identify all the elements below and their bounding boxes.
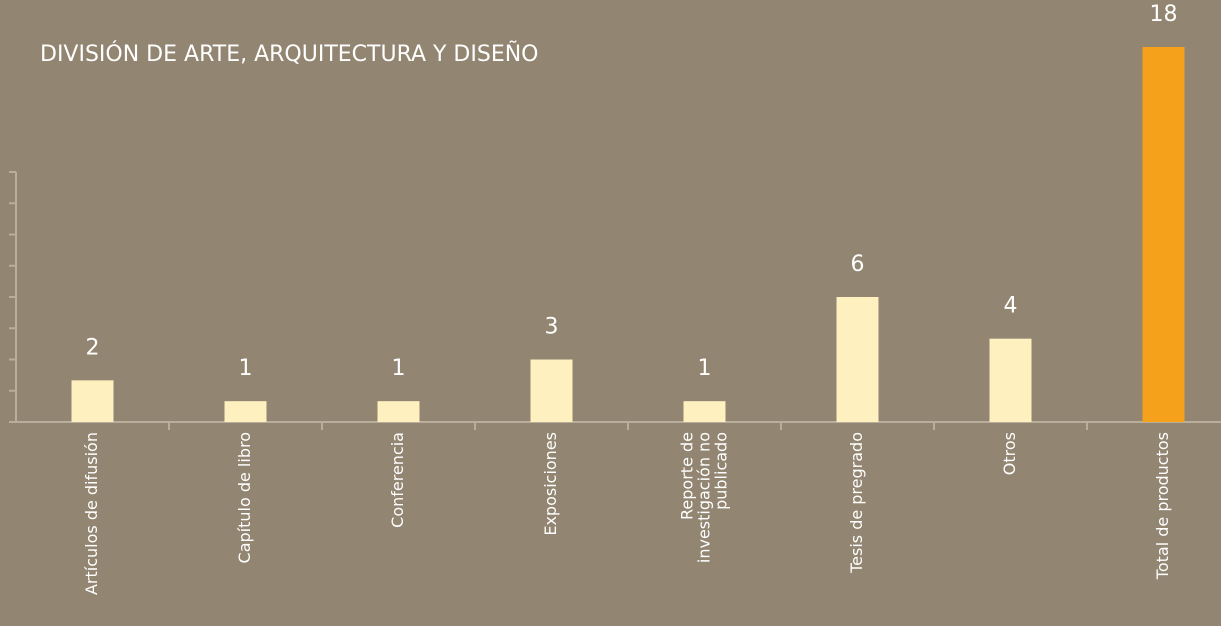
bar bbox=[683, 401, 726, 422]
x-label-group: Tesis de pregrado bbox=[847, 432, 866, 574]
x-tick-label: Exposiciones bbox=[541, 432, 560, 536]
bar bbox=[530, 359, 573, 422]
x-label-group: Otros bbox=[1000, 432, 1019, 475]
value-label: 1 bbox=[698, 356, 712, 381]
bar bbox=[836, 297, 879, 422]
bar bbox=[989, 338, 1032, 422]
x-label-group: Reporte deinvestigación nopublicado bbox=[677, 432, 730, 563]
x-tick-label: Total de productos bbox=[1153, 432, 1172, 580]
value-label: 6 bbox=[851, 252, 865, 277]
value-label: 4 bbox=[1004, 294, 1018, 319]
x-tick-label: Capítulo de libro bbox=[235, 432, 254, 563]
x-label-group: Exposiciones bbox=[541, 432, 560, 536]
x-tick-label: Conferencia bbox=[388, 432, 407, 528]
x-tick-label: Artículos de difusión bbox=[82, 432, 101, 595]
chart-title: DIVISIÓN DE ARTE, ARQUITECTURA Y DISEÑO bbox=[40, 40, 539, 67]
value-label: 3 bbox=[545, 315, 559, 340]
value-label: 18 bbox=[1150, 2, 1178, 27]
bar bbox=[71, 380, 114, 422]
x-tick-label: Reporte deinvestigación nopublicado bbox=[677, 432, 730, 563]
x-tick-label: Otros bbox=[1000, 432, 1019, 475]
x-label-group: Total de productos bbox=[1153, 432, 1172, 580]
value-label: 1 bbox=[392, 356, 406, 381]
value-label: 1 bbox=[239, 356, 253, 381]
bar bbox=[224, 401, 267, 422]
x-label-group: Artículos de difusión bbox=[82, 432, 101, 595]
bar bbox=[1142, 47, 1185, 422]
x-tick-label: Tesis de pregrado bbox=[847, 432, 866, 574]
value-label: 2 bbox=[86, 335, 100, 360]
x-label-group: Capítulo de libro bbox=[235, 432, 254, 563]
x-label-group: Conferencia bbox=[388, 432, 407, 528]
bar bbox=[377, 401, 420, 422]
